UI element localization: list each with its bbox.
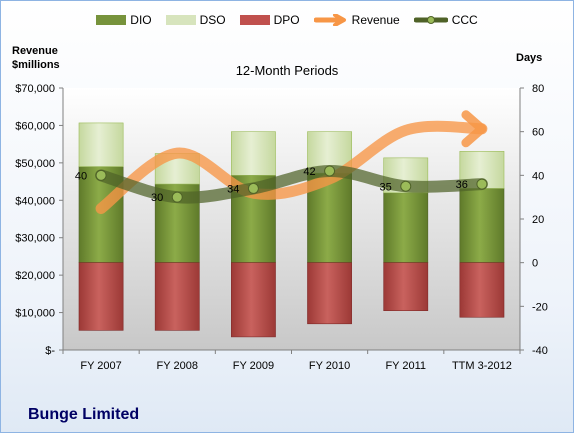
- ccc-line: [95, 164, 488, 204]
- bar-dpo: [307, 262, 352, 325]
- x-axis-tick-label: TTM 3-2012: [452, 360, 512, 372]
- right-axis-tick-label: 60: [532, 127, 544, 139]
- legend-swatch-revenue: [313, 14, 346, 26]
- ccc-point: [171, 191, 183, 203]
- legend-label-dso: DSO: [199, 13, 226, 27]
- right-axis-tick-label: -40: [532, 345, 548, 357]
- ccc-data-label: 36: [456, 179, 468, 191]
- left-axis-tick-label: $60,000: [15, 120, 55, 132]
- legend-label-dpo: DPO: [273, 13, 300, 27]
- legend-swatch-dso: [165, 15, 196, 25]
- x-axis-tick-label: FY 2008: [157, 360, 198, 372]
- ccc-point: [324, 165, 336, 177]
- ccc-point: [476, 178, 488, 190]
- ccc-point: [95, 169, 107, 181]
- x-axis-tick-label: FY 2011: [385, 360, 426, 372]
- left-axis-label-line1: Revenue: [12, 45, 58, 57]
- ccc-data-label: 40: [75, 170, 87, 182]
- left-axis-label: Revenue $millions: [12, 44, 60, 72]
- right-axis-label: Days: [516, 52, 543, 64]
- right-axis-tick-label: 20: [532, 214, 544, 226]
- x-axis-tick-label: FY 2007: [80, 360, 121, 372]
- ccc-data-label: 35: [380, 181, 392, 193]
- legend-item-revenue: Revenue: [313, 13, 400, 27]
- left-axis-tick-label: $10,000: [15, 308, 55, 320]
- chart-title: 12-Month Periods: [235, 63, 339, 78]
- bar-dpo: [154, 262, 200, 331]
- ccc-point: [400, 180, 412, 192]
- legend-label-ccc: CCC: [451, 13, 478, 27]
- company-name: Bunge Limited: [28, 406, 140, 423]
- ccc-point: [247, 182, 259, 194]
- bar-dpo: [78, 262, 124, 331]
- left-axis-tick-label: $20,000: [15, 270, 55, 282]
- ccc-data-label: 30: [151, 192, 163, 204]
- bar-dpo: [383, 262, 429, 311]
- bar-dso: [78, 122, 124, 167]
- ccc-data-label: 34: [227, 183, 239, 195]
- bar-dio: [383, 192, 429, 263]
- bar-dso: [231, 131, 276, 176]
- revenue-arrowhead: [461, 110, 487, 148]
- right-axis-tick-label: -20: [532, 301, 548, 313]
- left-axis-tick-label: $40,000: [15, 195, 55, 207]
- left-axis-tick-label: $30,000: [15, 233, 55, 245]
- legend-label-dio: DIO: [130, 13, 152, 27]
- legend-swatch-ccc: [413, 16, 448, 24]
- bar-dpo: [231, 262, 276, 338]
- right-axis-tick-label: 0: [532, 258, 538, 270]
- legend-label-revenue: Revenue: [351, 13, 400, 27]
- legend-item-ccc: CCC: [413, 13, 478, 27]
- left-axis-tick-label: $50,000: [15, 158, 55, 170]
- left-axis-tick-label: $70,000: [15, 83, 55, 95]
- right-axis-tick-label: 80: [532, 83, 544, 95]
- revenue-line: [95, 120, 488, 215]
- bar-dpo: [459, 262, 505, 318]
- legend-swatch-dio: [96, 15, 127, 25]
- x-axis-tick-label: FY 2010: [309, 360, 350, 372]
- left-axis-label-line2: $millions: [12, 59, 60, 71]
- legend: DIO DSO DPO Revenue CCC: [0, 10, 574, 30]
- bar-dio: [459, 188, 505, 263]
- left-axis-tick-label: $-: [45, 345, 55, 357]
- legend-item-dio: DIO: [96, 13, 152, 27]
- legend-swatch-dpo: [239, 15, 270, 25]
- legend-item-dso: DSO: [165, 13, 226, 27]
- x-axis-tick-label: FY 2009: [233, 360, 274, 372]
- ccc-data-label: 42: [303, 166, 315, 178]
- legend-item-dpo: DPO: [239, 13, 300, 27]
- right-axis-tick-label: 40: [532, 170, 544, 182]
